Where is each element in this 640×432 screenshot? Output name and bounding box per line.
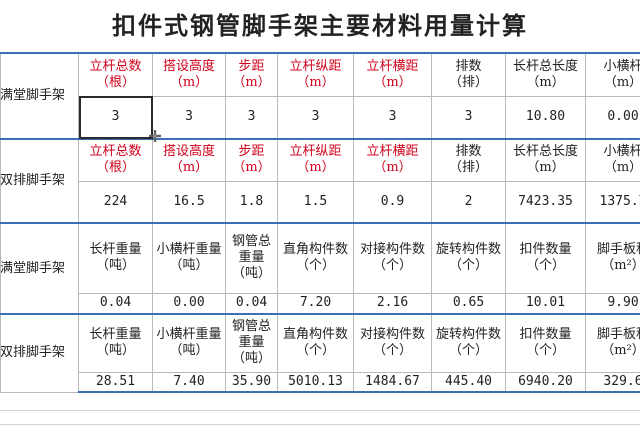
value-cell[interactable]: 28.51 [78,371,153,393]
header-cell[interactable]: 旋转构件数 （个） [431,222,506,294]
value-cell[interactable]: 3 [277,95,354,140]
header-cell[interactable]: 排数 （排） [431,52,506,97]
section3-header-row: 满堂脚手架 长杆重量 （吨） 小横杆重量 （吨） 钢管总重量 （吨） 直角构件数 （个）… [0,222,640,315]
header-cell[interactable]: 钢管总重量 （吨） [225,313,278,373]
value-cell[interactable]: 10.01 [505,292,586,315]
value-cell[interactable]: 7423.35 [505,180,586,224]
value-cell[interactable]: 16.5 [152,180,226,224]
header-cell[interactable]: 对接构件数 （个） [353,222,432,294]
section1-label: 满堂脚手架 [0,52,79,140]
value-cell[interactable]: 0.00 [152,292,226,315]
header-cell[interactable]: 立杆总数 （根） [78,138,153,182]
value-cell[interactable]: 7.20 [277,292,354,315]
header-cell[interactable]: 小横杆重量 （吨） [152,313,226,373]
header-cell[interactable]: 钢管总重量 （吨） [225,222,278,294]
header-cell[interactable]: 扣件数量 （个） [505,222,586,294]
value-cell[interactable]: 7.40 [152,371,226,393]
value-cell[interactable]: 1.5 [277,180,354,224]
header-cell[interactable]: 搭设高度 （m） [152,52,226,97]
header-cell[interactable]: 直角构件数 （个） [277,313,354,373]
value-cell[interactable]: 1484.67 [353,371,432,393]
section2-value-row: 224 16.5 1.8 1.5 0.9 2 7423.35 1375.7 [1,180,640,224]
material-table: 满堂脚手架 立杆总数 （根） 搭设高度 （m） 步距 （m） 立杆纵距 （m） 立杆横距… [0,52,640,393]
value-cell[interactable]: 1.8 [225,180,278,224]
value-cell[interactable]: 3 [152,95,226,140]
section2-header-row: 双排脚手架 立杆总数 （根） 搭设高度 （m） 步距 （m） 立杆纵距 （m） 立杆横距… [0,138,640,224]
header-cell[interactable]: 排数 （排） [431,138,506,182]
header-cell[interactable]: 步距 （m） [225,52,278,97]
section4-value-row: 28.51 7.40 35.90 5010.13 1484.67 445.40 … [1,371,640,393]
section3-value-row: 0.04 0.00 0.04 7.20 2.16 0.65 10.01 9.90 [1,292,640,315]
header-cell[interactable]: 搭设高度 （m） [152,138,226,182]
header-cell[interactable]: 步距 （m） [225,138,278,182]
value-cell[interactable]: 10.80 [505,95,586,140]
header-cell[interactable]: 立杆纵距 （m） [277,138,354,182]
value-cell[interactable]: 1375.7 [585,180,640,224]
value-cell[interactable]: 0.65 [431,292,506,315]
value-cell[interactable]: 0.00 [585,95,640,140]
value-cell[interactable]: 3 [225,95,278,140]
header-cell[interactable]: 脚手板积（m²） [585,222,640,294]
value-cell[interactable]: 329.6 [585,371,640,393]
header-cell[interactable]: 长杆重量 （吨） [78,222,153,294]
gridline [0,424,640,425]
value-cell[interactable]: 445.40 [431,371,506,393]
value-cell[interactable]: 224 [78,180,153,224]
value-cell[interactable]: 3 [431,95,506,140]
fill-handle-cursor-icon [148,129,162,143]
header-cell[interactable]: 对接构件数 （个） [353,313,432,373]
section1-header-row: 满堂脚手架 立杆总数 （根） 搭设高度 （m） 步距 （m） 立杆纵距 （m） 立杆横距… [0,52,640,140]
value-cell[interactable]: 3 [353,95,432,140]
value-cell[interactable]: 6940.20 [505,371,586,393]
section2-label: 双排脚手架 [0,138,79,224]
header-cell[interactable]: 长杆重量 （吨） [78,313,153,373]
header-cell[interactable]: 长杆总长度 （m） [505,52,586,97]
header-cell[interactable]: 长杆总长度 （m） [505,138,586,182]
header-cell[interactable]: 小横杆 （m） [585,52,640,97]
header-cell[interactable]: 立杆纵距 （m） [277,52,354,97]
value-cell[interactable]: 2 [431,180,506,224]
value-cell[interactable]: 0.04 [225,292,278,315]
header-cell[interactable]: 立杆总数 （根） [78,52,153,97]
header-cell[interactable]: 立杆横距 （m） [353,52,432,97]
header-cell[interactable]: 直角构件数 （个） [277,222,354,294]
value-cell[interactable]: 2.16 [353,292,432,315]
header-cell[interactable]: 脚手板积（m²） [585,313,640,373]
header-cell[interactable]: 小横杆重量 （吨） [152,222,226,294]
section4-header-row: 双排脚手架 长杆重量 （吨） 小横杆重量 （吨） 钢管总重量 （吨） 直角构件数 （个）… [0,313,640,393]
empty-sheet-area[interactable] [0,400,640,432]
header-cell[interactable]: 扣件数量 （个） [505,313,586,373]
section1-value-row: 3 3 3 3 3 3 10.80 0.00 [1,95,640,140]
value-cell[interactable]: 5010.13 [277,371,354,393]
sheet-title: 扣件式钢管脚手架主要材料用量计算 [112,12,528,40]
value-cell[interactable]: 0.04 [78,292,153,315]
section4-label: 双排脚手架 [0,313,79,393]
value-cell[interactable]: 0.9 [353,180,432,224]
section3-label: 满堂脚手架 [0,222,79,315]
value-cell[interactable]: 9.90 [585,292,640,315]
value-cell-selected[interactable]: 3 [78,95,153,140]
header-cell[interactable]: 小横杆 （m） [585,138,640,182]
value-cell[interactable]: 35.90 [225,371,278,393]
header-cell[interactable]: 旋转构件数 （个） [431,313,506,373]
header-cell[interactable]: 立杆横距 （m） [353,138,432,182]
gridline [0,410,640,411]
